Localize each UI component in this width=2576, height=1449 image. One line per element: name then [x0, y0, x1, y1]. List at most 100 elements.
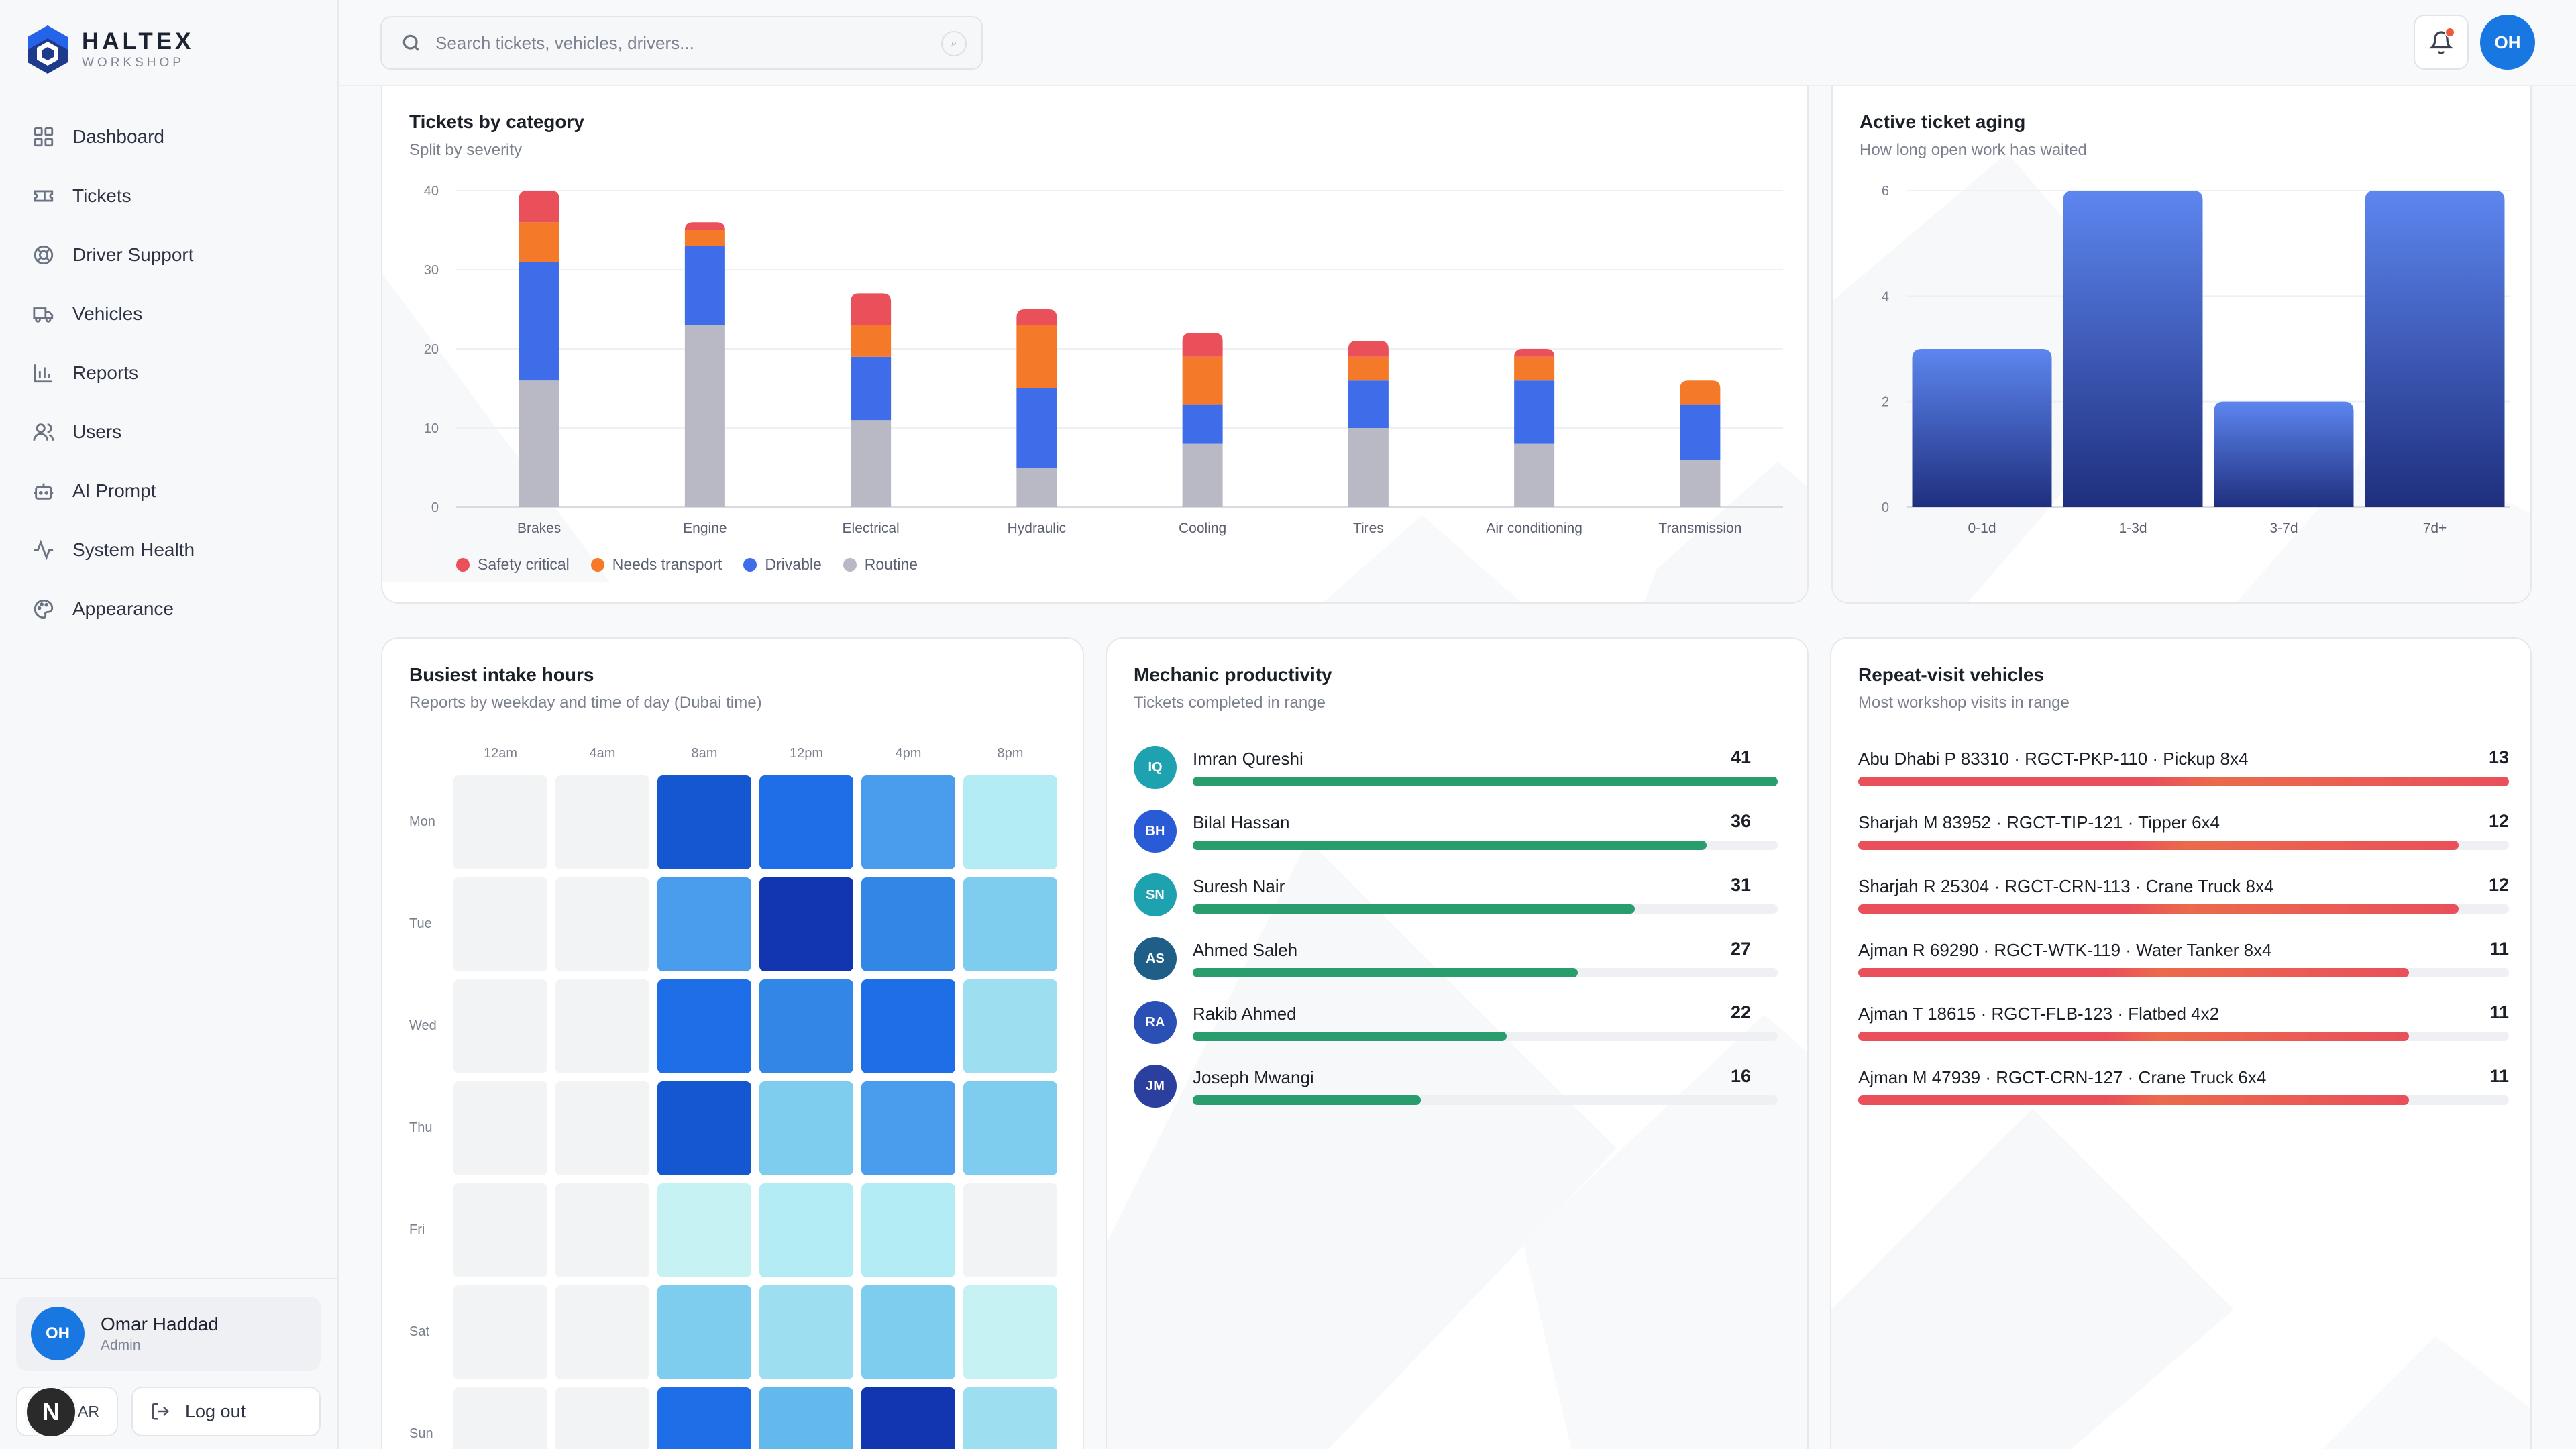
- heatmap-cell[interactable]: [453, 1081, 547, 1175]
- mechanic-name: Imran Qureshi: [1193, 749, 1303, 769]
- heatmap-cell[interactable]: [555, 979, 649, 1073]
- sidebar-item-vehicles[interactable]: Vehicles: [24, 284, 319, 343]
- heatmap-cell[interactable]: [555, 1387, 649, 1449]
- palette-icon: [34, 599, 54, 619]
- heatmap-cell[interactable]: [759, 1183, 853, 1277]
- sidebar-item-system-health[interactable]: System Health: [24, 521, 319, 580]
- legend-item-safety-critical[interactable]: Safety critical: [456, 555, 570, 574]
- repeat-vehicle-row[interactable]: Ajman M 47939 · RGCT-CRN-127 · Crane Tru…: [1858, 1065, 2509, 1112]
- heatmap-cell[interactable]: [657, 775, 751, 869]
- heatmap-cell[interactable]: [657, 1081, 751, 1175]
- heatmap-cell[interactable]: [861, 1081, 955, 1175]
- repeat-vehicle-row[interactable]: Ajman T 18615 · RGCT-FLB-123 · Flatbed 4…: [1858, 1001, 2509, 1048]
- repeat-vehicle-row[interactable]: Abu Dhabi P 83310 · RGCT-PKP-110 · Picku…: [1858, 746, 2509, 793]
- search-input[interactable]: Search tickets, vehicles, drivers... ⌕: [380, 16, 983, 70]
- heatmap-cell[interactable]: [861, 775, 955, 869]
- heatmap-cell[interactable]: [963, 1081, 1057, 1175]
- heatmap-cell[interactable]: [963, 1183, 1057, 1277]
- heatmap-cell[interactable]: [453, 1183, 547, 1277]
- heatmap-cell[interactable]: [963, 877, 1057, 971]
- sidebar-item-label: Appearance: [72, 598, 174, 619]
- sidebar-item-reports[interactable]: Reports: [24, 343, 319, 402]
- bar-segment-safety-critical: [851, 293, 892, 325]
- completed-count: 41: [1730, 747, 1751, 767]
- heatmap-cell[interactable]: [453, 877, 547, 971]
- heatmap-cell[interactable]: [759, 979, 853, 1073]
- search-placeholder: Search tickets, vehicles, drivers...: [435, 32, 694, 53]
- brand-logo[interactable]: HALTEX WORKSHOP: [25, 24, 194, 75]
- heatmap-cell[interactable]: [555, 877, 649, 971]
- heatmap-cell[interactable]: [453, 775, 547, 869]
- completed-count: 27: [1730, 938, 1751, 959]
- heatmap-cell[interactable]: [657, 979, 751, 1073]
- heatmap-cell[interactable]: [861, 1387, 955, 1449]
- x-tick-label: 1-3d: [2118, 521, 2147, 536]
- heatmap-cell[interactable]: [861, 1183, 955, 1277]
- bar-segment-routine: [1348, 428, 1389, 507]
- sidebar-item-tickets[interactable]: Tickets: [24, 166, 319, 225]
- header-avatar[interactable]: OH: [2480, 15, 2535, 70]
- progress-fill: [1858, 904, 2459, 914]
- sidebar-item-dashboard[interactable]: Dashboard: [24, 107, 319, 166]
- legend-item-needs-transport[interactable]: Needs transport: [590, 555, 722, 574]
- heatmap-cell[interactable]: [657, 1183, 751, 1277]
- heatmap-cell[interactable]: [759, 1387, 853, 1449]
- heatmap-cell[interactable]: [453, 979, 547, 1073]
- heatmap-cell[interactable]: [759, 1081, 853, 1175]
- notification-dot: [2445, 27, 2455, 38]
- vehicle-name: Ajman M 47939 · RGCT-CRN-127 · Crane Tru…: [1858, 1067, 2267, 1087]
- x-tick-label: Brakes: [517, 521, 561, 536]
- heatmap-cell[interactable]: [861, 979, 955, 1073]
- mechanic-name: Joseph Mwangi: [1193, 1067, 1314, 1087]
- heatmap-cell[interactable]: [657, 877, 751, 971]
- productivity-row[interactable]: RA Rakib Ahmed 22: [1134, 1001, 1778, 1048]
- heatmap-cell[interactable]: [759, 877, 853, 971]
- bar-segment-drivable: [684, 246, 725, 325]
- sidebar-item-appearance[interactable]: Appearance: [24, 580, 319, 639]
- legend-item-drivable[interactable]: Drivable: [743, 555, 822, 574]
- productivity-row[interactable]: SN Suresh Nair 31: [1134, 873, 1778, 920]
- ticket-aging-chart: 0 2 4 6 0-1d 1-3d 3-7d 7d+: [1882, 184, 2510, 536]
- bar-segment-routine: [684, 325, 725, 507]
- heatmap-cell[interactable]: [963, 1285, 1057, 1379]
- sidebar-item-ai-prompt[interactable]: AI Prompt: [24, 462, 319, 521]
- productivity-row[interactable]: AS Ahmed Saleh 27: [1134, 937, 1778, 984]
- n-badge-icon[interactable]: N: [24, 1385, 78, 1439]
- background-decoration: [1831, 1108, 2530, 1449]
- progress-track: [1858, 904, 2509, 914]
- heatmap-row-label: Sat: [409, 1324, 430, 1339]
- sidebar-item-driver-support[interactable]: Driver Support: [24, 225, 319, 284]
- logout-button[interactable]: Log out: [131, 1387, 321, 1436]
- legend-item-routine[interactable]: Routine: [843, 555, 918, 574]
- heatmap-cell[interactable]: [861, 1285, 955, 1379]
- notifications-button[interactable]: [2414, 15, 2469, 70]
- bar-segment-routine: [1182, 443, 1223, 507]
- heatmap-cell[interactable]: [453, 1387, 547, 1449]
- heatmap-cell[interactable]: [453, 1285, 547, 1379]
- heatmap-cell[interactable]: [759, 1285, 853, 1379]
- heatmap-column-label: 8am: [691, 746, 718, 761]
- heatmap-cell[interactable]: [963, 775, 1057, 869]
- heatmap-cell[interactable]: [759, 775, 853, 869]
- heatmap-cell[interactable]: [963, 1387, 1057, 1449]
- user-card[interactable]: OH Omar Haddad Admin: [16, 1297, 321, 1371]
- heatmap-cell[interactable]: [555, 1183, 649, 1277]
- card-subtitle: Reports by weekday and time of day (Duba…: [409, 694, 762, 712]
- heatmap-cell[interactable]: [657, 1387, 751, 1449]
- heatmap-cell[interactable]: [861, 877, 955, 971]
- sidebar-item-users[interactable]: Users: [24, 402, 319, 462]
- intake-hours-card: Busiest intake hours Reports by weekday …: [381, 637, 1084, 1449]
- heatmap-cell[interactable]: [555, 1285, 649, 1379]
- bar-segment-safety-critical: [1016, 309, 1057, 325]
- heatmap-cell[interactable]: [555, 775, 649, 869]
- repeat-vehicle-row[interactable]: Sharjah M 83952 · RGCT-TIP-121 · Tipper …: [1858, 810, 2509, 857]
- repeat-vehicle-row[interactable]: Sharjah R 25304 · RGCT-CRN-113 · Crane T…: [1858, 873, 2509, 920]
- heatmap-cell[interactable]: [555, 1081, 649, 1175]
- sidebar-item-label: Driver Support: [72, 244, 194, 265]
- heatmap-cell[interactable]: [657, 1285, 751, 1379]
- productivity-row[interactable]: BH Bilal Hassan 36: [1134, 810, 1778, 857]
- productivity-row[interactable]: IQ Imran Qureshi 41: [1134, 746, 1778, 793]
- repeat-vehicle-row[interactable]: Ajman R 69290 · RGCT-WTK-119 · Water Tan…: [1858, 937, 2509, 984]
- productivity-row[interactable]: JM Joseph Mwangi 16: [1134, 1065, 1778, 1112]
- heatmap-cell[interactable]: [963, 979, 1057, 1073]
